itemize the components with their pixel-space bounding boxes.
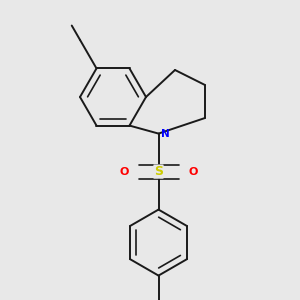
- Text: O: O: [188, 167, 198, 177]
- Text: S: S: [154, 165, 163, 178]
- Text: N: N: [161, 129, 170, 139]
- Text: O: O: [119, 167, 128, 177]
